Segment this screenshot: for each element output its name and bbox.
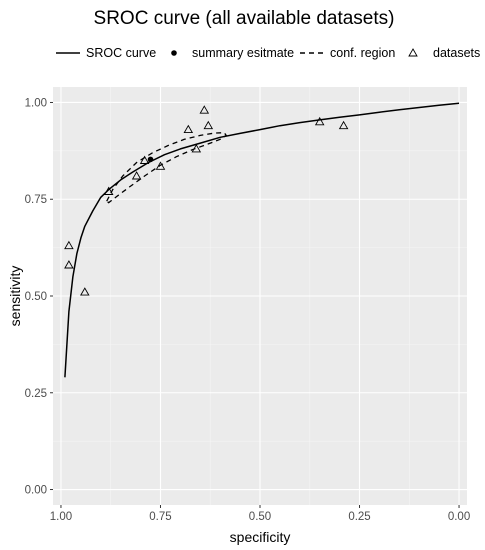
dataset-point	[203, 120, 214, 130]
dataset-point	[338, 120, 349, 130]
x-axis-ticks: 1.00 0.75 0.50 0.25 0.00	[50, 505, 470, 523]
summary-estimate	[147, 156, 154, 163]
chart-title: SROC curve (all available datasets)	[94, 8, 395, 29]
y-tick-label: 1.00	[25, 97, 47, 109]
major-gridlines	[53, 87, 467, 505]
legend: SROC curve summary esitmate conf. region…	[56, 46, 480, 60]
dataset-point	[199, 105, 210, 114]
legend-label-datasets: datasets	[433, 46, 480, 60]
y-axis-ticks: 0.00 0.25 0.50 0.75 1.00	[25, 97, 53, 497]
x-tick-label: 0.50	[249, 511, 271, 523]
x-tick-label: 0.75	[149, 511, 171, 523]
x-axis-label: specificity	[230, 529, 291, 545]
dataset-point	[64, 260, 74, 269]
dataset-point	[80, 287, 90, 296]
dataset-point	[191, 143, 202, 153]
legend-key-datasets	[408, 48, 418, 57]
x-tick-label: 0.25	[348, 511, 370, 523]
legend-label-summary-estimate: summary esitmate	[192, 46, 294, 60]
y-tick-label: 0.25	[25, 388, 47, 400]
dataset-point	[155, 161, 166, 170]
dataset-points	[64, 105, 349, 296]
dataset-point	[103, 186, 114, 195]
x-tick-label: 1.00	[50, 511, 72, 523]
y-axis-label: sensitivity	[7, 266, 23, 327]
y-tick-label: 0.75	[25, 194, 47, 206]
dataset-point	[183, 124, 194, 134]
sroc-curve-line	[64, 102, 460, 378]
dataset-point	[139, 155, 150, 164]
legend-key-summary-estimate	[171, 50, 177, 56]
sroc-curve	[64, 102, 460, 378]
dataset-point	[314, 116, 325, 126]
legend-label-conf-region: conf. region	[330, 46, 395, 60]
summary-estimate-point	[147, 156, 154, 163]
x-tick-label: 0.00	[448, 511, 470, 523]
y-tick-label: 0.50	[25, 291, 47, 303]
dataset-point	[131, 171, 142, 180]
y-tick-label: 0.00	[25, 485, 47, 497]
legend-label-sroc-curve: SROC curve	[86, 46, 156, 60]
dataset-point	[64, 240, 74, 250]
